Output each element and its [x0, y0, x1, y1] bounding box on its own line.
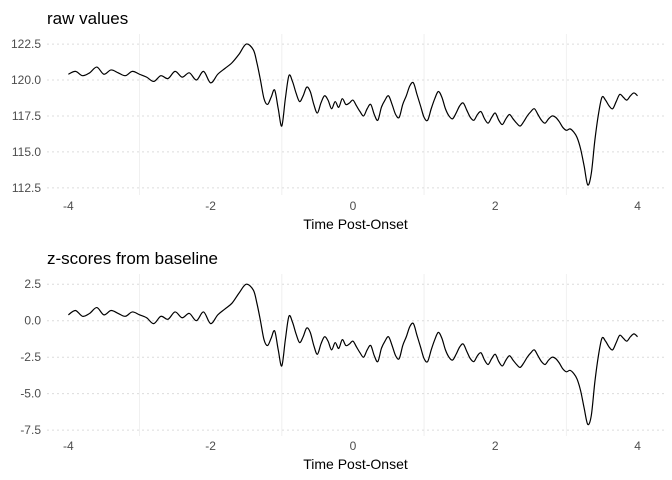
panel-z-scores: -7.5 -5.0 -2.5 0.0 2.5 -4 -2 0 2 4 z-scores from b…: [20, 249, 666, 472]
series-line: [67, 283, 638, 426]
x-axis-label: Time Post-Onset: [303, 456, 408, 472]
x-axis-label: Time Post-Onset: [303, 216, 408, 232]
x-tick-label: -2: [205, 199, 216, 213]
y-tick-label: 2.5: [24, 277, 41, 291]
chart-title: raw values: [47, 9, 128, 28]
x-tick-label: -2: [205, 439, 216, 453]
x-tick-label: 4: [634, 199, 641, 213]
x-tick-label: -4: [63, 439, 74, 453]
x-tick-label: 0: [350, 199, 357, 213]
panel-raw-values: 112.5 115.0 117.5 120.0 122.5 -4 -2 0 2 4 raw valu…: [11, 9, 666, 232]
chart-title: z-scores from baseline: [47, 249, 218, 268]
y-tick-label: 120.0: [11, 73, 41, 87]
y-tick-label: 115.0: [12, 145, 41, 159]
y-tick-label: 117.5: [12, 109, 41, 123]
y-tick-label: 0.0: [24, 314, 41, 328]
y-tick-label: 112.5: [12, 181, 41, 195]
y-tick-label: -7.5: [20, 423, 41, 437]
x-tick-label: 2: [492, 199, 499, 213]
x-tick-label: 2: [492, 439, 499, 453]
y-tick-label: -5.0: [20, 387, 41, 401]
x-tick-label: 0: [350, 439, 357, 453]
y-tick-label: -2.5: [20, 350, 41, 364]
y-tick-label: 122.5: [11, 37, 41, 51]
x-tick-label: -4: [63, 199, 74, 213]
series-line: [68, 43, 638, 186]
x-tick-label: 4: [634, 439, 641, 453]
